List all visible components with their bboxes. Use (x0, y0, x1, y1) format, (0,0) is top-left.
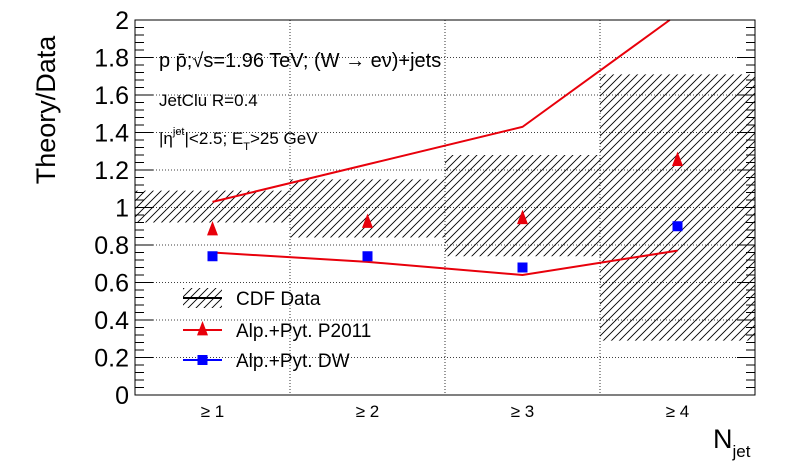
y-axis-label: Theory/Data (31, 35, 61, 185)
annotation-algorithm: JetClu R=0.4 (159, 91, 258, 110)
legend: CDF Data Alp.+Pyt. P2011 Alp.+Pyt. DW (183, 288, 371, 372)
legend-label: CDF Data (236, 289, 321, 310)
dw-marker (672, 221, 683, 232)
y-tick-label: 0.2 (94, 345, 129, 373)
annotation-cuts: |ηjet|<2.5; ET>25 GeV (159, 126, 318, 153)
legend-dw-marker (197, 355, 208, 365)
envelope-lower-line (212, 249, 678, 277)
theory-envelope (212, 19, 678, 277)
legend-p2011-marker (197, 321, 208, 336)
y-tick-label: 1.8 (94, 45, 129, 73)
cdf-data-band (135, 74, 755, 341)
y-tick-label: 1.2 (94, 157, 129, 185)
x-tick-label: ≥ 1 (201, 402, 225, 421)
p2011-marker (672, 151, 683, 167)
x-tick-labels: ≥ 1 ≥ 2 ≥ 3 ≥ 4 (201, 402, 690, 421)
dw-marker (362, 251, 373, 262)
y-tick-label: 0.4 (94, 307, 129, 335)
y-tick-label: 0 (115, 382, 129, 410)
data-band-4 (600, 74, 755, 341)
y-tick-label: 1 (115, 195, 129, 223)
p2011-marker (207, 221, 218, 236)
legend-label: Alp.+Pyt. DW (236, 351, 350, 372)
annotation-process: p p̄;√s=1.96 TeV; (W → eν)+jets (159, 50, 441, 72)
data-band-1 (135, 190, 290, 223)
series-markers (207, 151, 683, 273)
y-tick-label: 1.6 (94, 82, 129, 110)
y-tick-label: 1.4 (94, 120, 129, 148)
y-tick-labels: 0 0.2 0.4 0.6 0.8 1 1.2 1.4 1.6 1.8 2 (94, 7, 129, 410)
envelope-upper-line (212, 19, 671, 203)
x-axis-label: Njet (713, 424, 751, 461)
data-band-3 (445, 155, 600, 257)
legend-label: Alp.+Pyt. P2011 (236, 321, 371, 342)
y-tick-label: 0.6 (94, 270, 129, 298)
y-tick-label: 0.8 (94, 232, 129, 260)
data-band-2 (290, 179, 445, 238)
dw-marker (207, 251, 218, 262)
p2011-marker (362, 213, 373, 228)
y-tick-label: 2 (115, 7, 129, 35)
axis-ticks (135, 19, 755, 396)
dw-marker (517, 262, 528, 273)
x-tick-label: ≥ 3 (511, 402, 535, 421)
x-tick-label: ≥ 4 (666, 402, 690, 421)
p2011-marker (517, 209, 528, 225)
x-tick-label: ≥ 2 (356, 402, 380, 421)
